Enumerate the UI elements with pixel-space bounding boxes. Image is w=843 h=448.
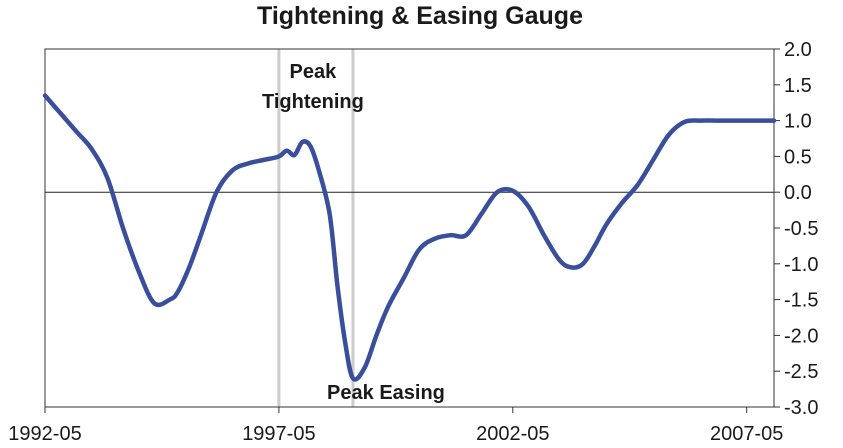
series-line: [42, 93, 777, 382]
x-tick-label: 1992-05: [8, 423, 81, 445]
y-tick-label: 0.5: [784, 146, 812, 168]
y-tick-label: 1.0: [784, 111, 812, 133]
plot-frame: [44, 48, 775, 408]
annotation-markers: [277, 49, 355, 407]
y-tick-label: -3.0: [784, 397, 818, 419]
y-tick-label: -1.0: [784, 254, 818, 276]
annotation-labels: Peak Tightening Peak Easing: [262, 61, 445, 404]
x-tick-label: 2007-05: [710, 423, 783, 445]
annotation-label: Tightening: [262, 91, 364, 113]
annotation-label: Peak Easing: [327, 382, 445, 404]
x-axis-ticks: 1992-05 1997-05 2002-05 2007-05: [8, 407, 783, 445]
y-tick-label: -0.5: [784, 218, 818, 240]
chart-title: Tightening & Easing Gauge: [257, 2, 583, 30]
y-tick-label: -1.5: [784, 290, 818, 312]
y-tick-label: 0.0: [784, 182, 812, 204]
x-tick-label: 1997-05: [242, 423, 315, 445]
y-tick-label: 1.5: [784, 75, 812, 97]
y-axis-ticks: 2.0 1.5 1.0 0.5 0.0 -0.5 -1.0 -1.5 -2.0 -2.5 -3.0: [774, 39, 818, 419]
y-tick-label: 2.0: [784, 39, 812, 61]
annotation-label: Peak: [290, 61, 338, 83]
x-tick-label: 2002-05: [476, 423, 549, 445]
y-tick-label: -2.0: [784, 325, 818, 347]
y-tick-label: -2.5: [784, 361, 818, 383]
